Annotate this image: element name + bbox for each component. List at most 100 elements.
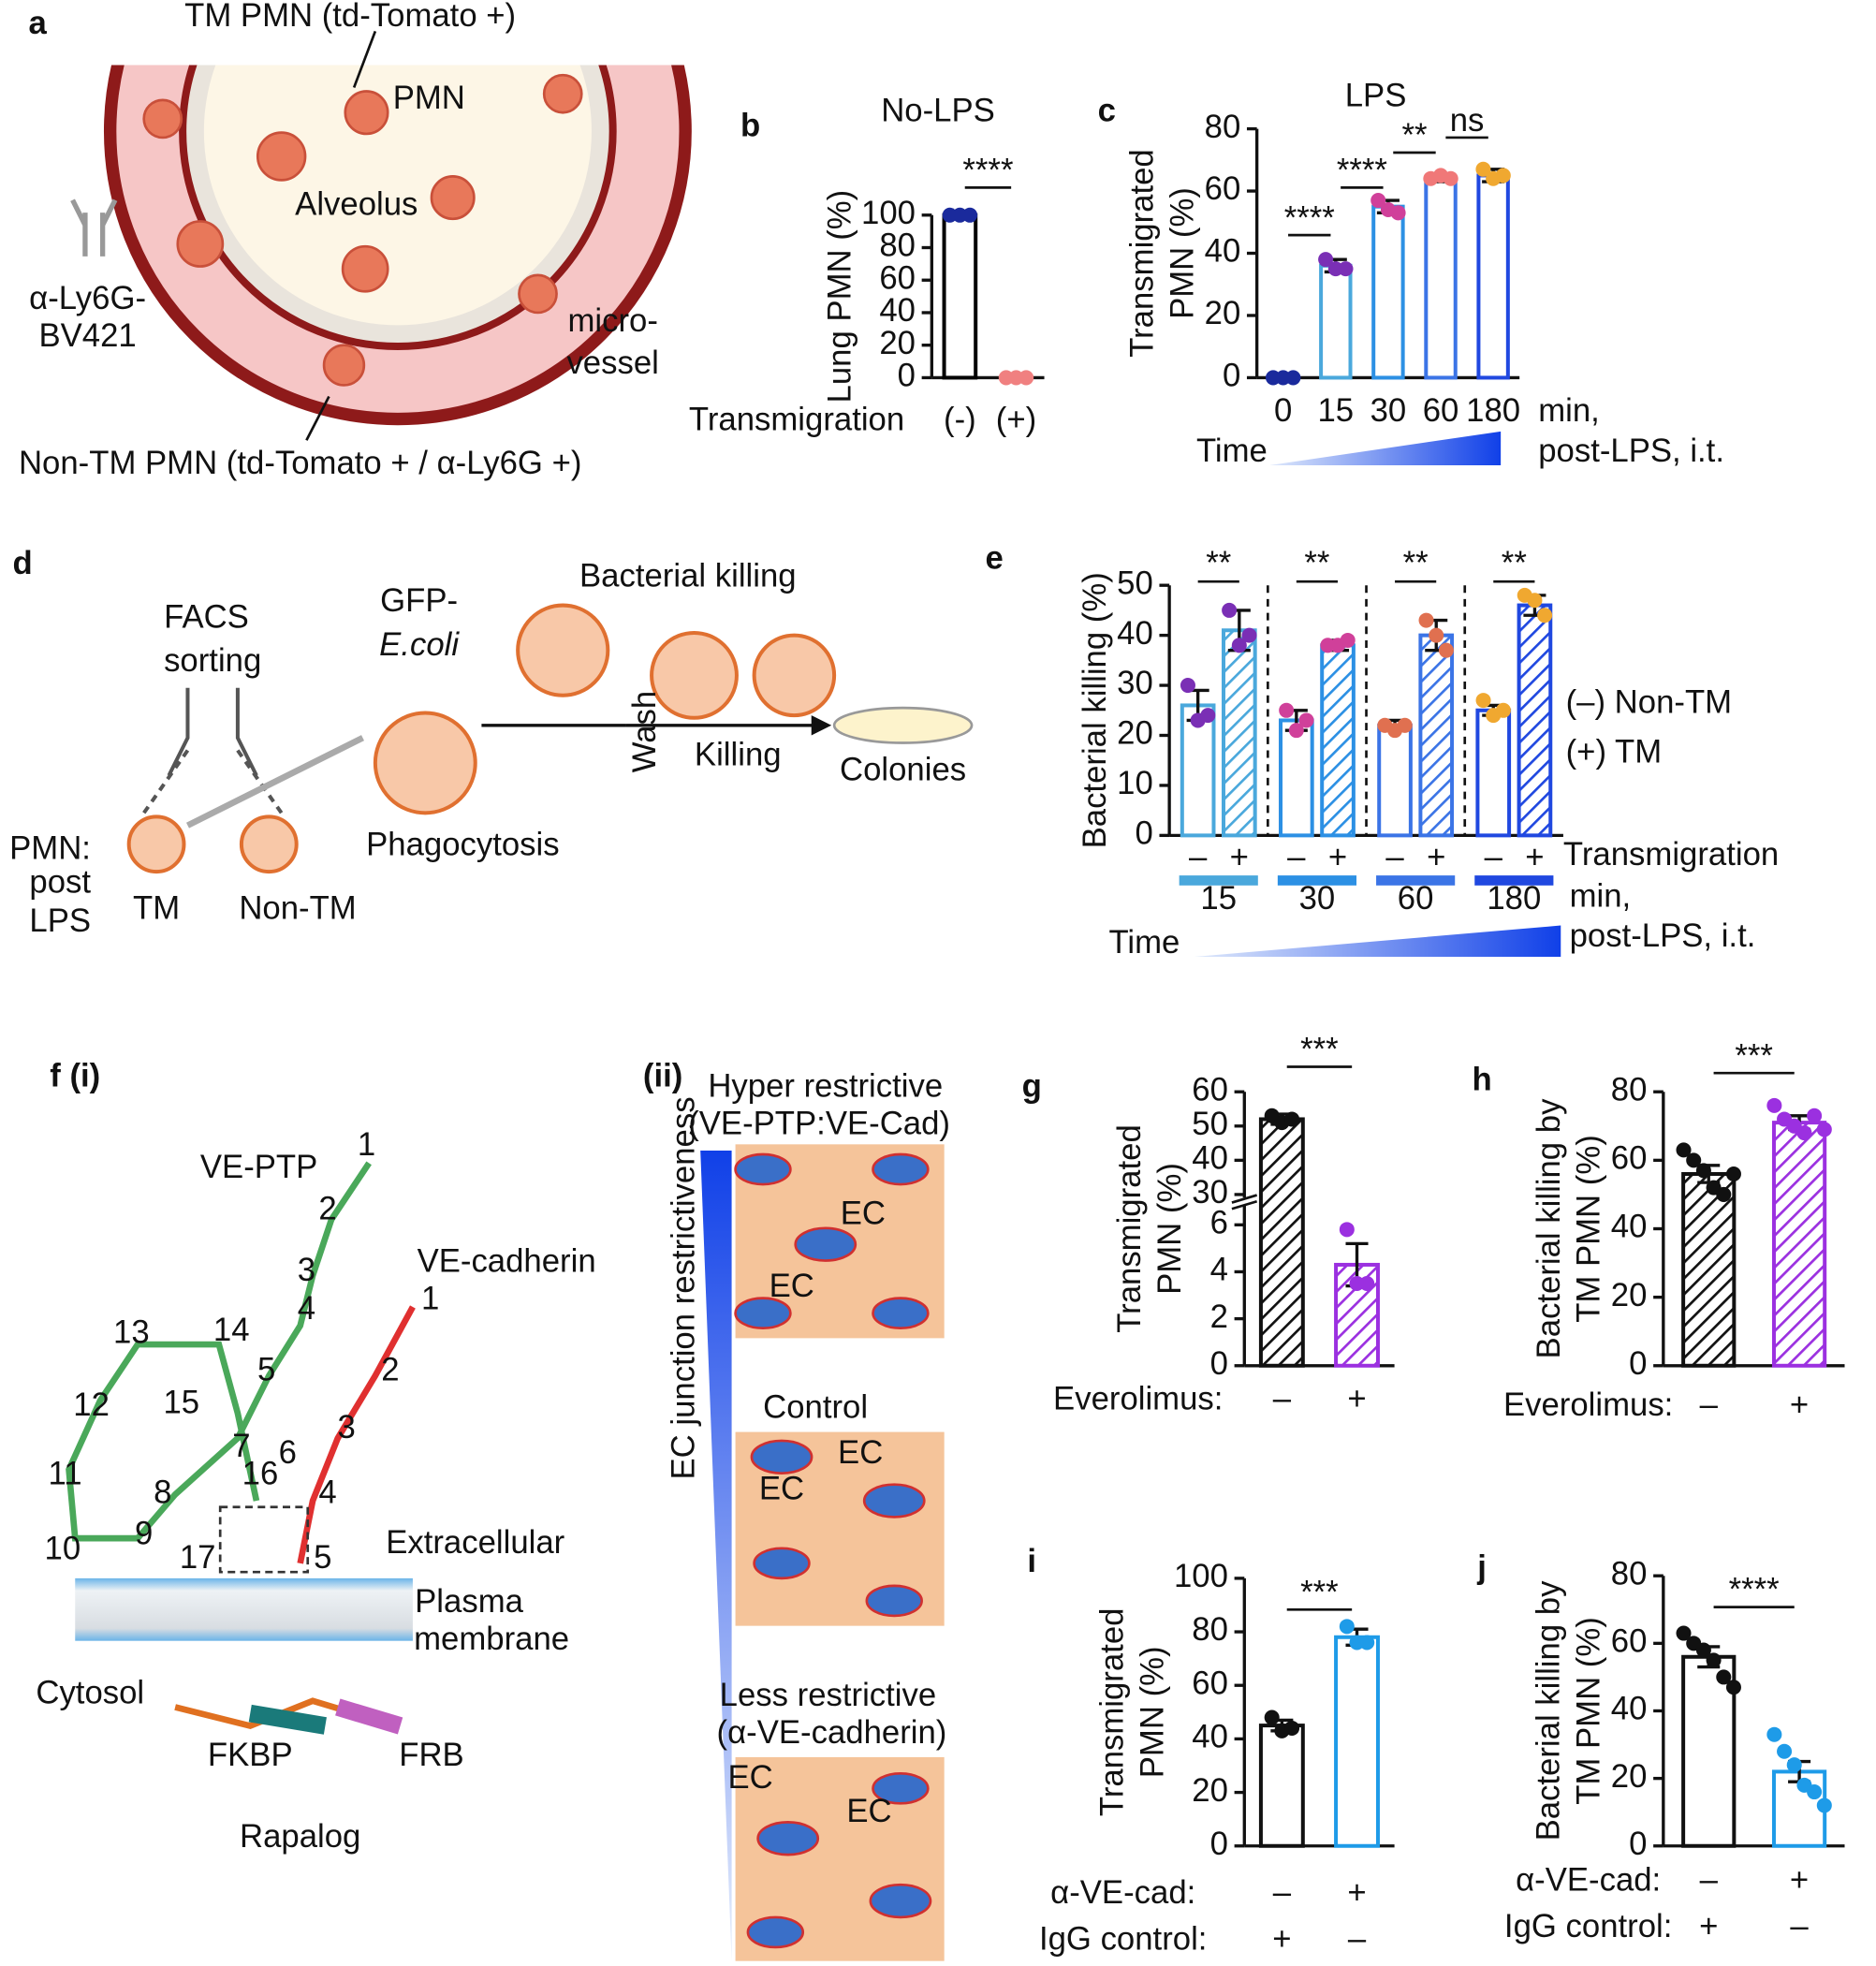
x-axis-label: IgG control: [1039,1921,1207,1957]
sub-label: – [1287,840,1306,875]
sub-label: + [1525,840,1544,875]
label: 12 [73,1387,110,1423]
bar [1221,628,1257,838]
y-tick-label: 20 [1192,1773,1228,1809]
label: 5 [314,1540,331,1576]
y-tick-label: 80 [1192,1612,1228,1648]
data-point [1285,370,1301,386]
x-tick-label: + [1347,1875,1366,1911]
bar [1681,1171,1737,1368]
y-tick-label: 60 [1205,171,1241,207]
y-tick-label: 20 [879,326,916,361]
data-point [1180,678,1195,694]
y-tick-label: 4 [1210,1253,1228,1288]
x-axis-label: Transmigration [689,402,904,437]
significance-label: ns [1450,103,1485,139]
label: Control [763,1390,868,1426]
label: FKBP [208,1738,293,1773]
y-tick-label: 20 [1611,1759,1648,1795]
y-tick-label: 60 [879,260,916,296]
bar [1424,176,1458,380]
y-tick-label: 80 [1611,1072,1648,1108]
label: a [29,6,48,41]
pmn-cells [142,73,583,387]
x-tick-label: – [1273,1381,1292,1416]
significance-label: *** [1300,1575,1339,1610]
data-point [1339,1619,1355,1635]
cells [126,603,837,874]
data-point [1231,638,1247,653]
group-bar [1179,875,1258,886]
x-axis-label: Time [1108,925,1180,961]
label: 2 [318,1191,336,1226]
bar [1377,723,1413,838]
label: 3 [337,1410,355,1445]
antibody-icon [70,198,118,257]
x-axis-label: α-VE-cad: [1516,1863,1661,1899]
label: Non-TM [239,891,356,927]
x-tick-label: + [1347,1381,1366,1416]
y-tick-label: 40 [1205,234,1241,270]
label: Wash [627,691,663,772]
label: Phagocytosis [366,828,559,863]
y-tick-label: 6 [1210,1205,1228,1240]
panel-label: h [1472,1063,1491,1098]
data-point [1429,627,1444,643]
bar [1258,1117,1305,1368]
x-tick-label: (+) [996,402,1036,437]
y-tick-label: 80 [1205,110,1241,145]
data-point [1241,627,1257,643]
y-tick-label: 40 [1192,1720,1228,1755]
significance-label: ** [1206,546,1231,581]
facs-schematic [142,687,364,829]
panel-label: c [1098,93,1116,128]
y-tick-label: 40 [1117,616,1153,652]
label: post [29,865,91,901]
label: Hyper restrictive [708,1068,943,1104]
label: d [13,546,33,581]
panel-label: e [985,541,1003,577]
bar [1771,1121,1827,1368]
label: TM PMN (td-Tomato +) [184,0,516,34]
y-tick-label: 20 [1117,716,1153,752]
label: Killing [695,737,782,772]
y-axis-label: Bacterial killing by [1532,1098,1567,1359]
data-point [1706,1652,1722,1668]
data-point [1725,1680,1741,1695]
label: (ii) [643,1059,682,1094]
panel-label: g [1022,1068,1042,1104]
y-axis-label: PMN (%) [1135,1646,1170,1778]
x-tick-label: 0 [1274,393,1292,429]
data-point [1676,1625,1692,1641]
bar [1475,708,1512,838]
x-tick-label: – [1700,1387,1719,1423]
data-point [1438,642,1454,658]
data-point [1527,593,1543,609]
x-axis-label: IgG control: [1504,1909,1672,1944]
group-bar [1376,875,1456,886]
label: 4 [298,1291,315,1327]
x-tick-label: (-) [944,402,976,437]
time-wedge [1269,431,1502,465]
x-tick-label: 60 [1423,393,1459,429]
x-axis-label: Everolimus: [1053,1381,1223,1416]
data-point [1397,717,1413,733]
data-point [1318,252,1334,268]
label: EC [838,1435,883,1471]
x-tick-label: 30 [1370,393,1407,429]
panel-label: b [740,108,760,143]
x-tick-label: – [1700,1863,1719,1899]
label: Extracellular [386,1525,564,1561]
y-tick-label: 100 [861,196,916,231]
label: Non-TM PMN (td-Tomato + / α-Ly6G +) [19,446,581,481]
label: PMN [393,81,465,116]
panel-label: i [1027,1544,1036,1579]
label: Colonies [840,752,966,787]
chart-title: No-LPS [881,93,995,128]
label: EC [728,1760,773,1796]
y-tick-label: 60 [1192,1072,1228,1108]
axis-break [1231,1199,1258,1210]
label: 1 [421,1281,439,1316]
gradient-wedge [700,1151,732,1961]
significance-label: **** [962,154,1013,189]
